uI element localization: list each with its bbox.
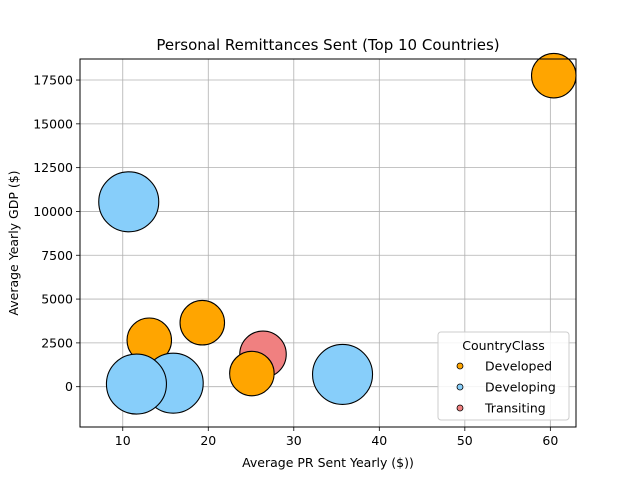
legend-title: CountryClass bbox=[462, 338, 545, 353]
legend-entry-label: Developing bbox=[485, 380, 556, 395]
axis-ticks: 10 20 30 40 50 60 0 2500 5000 7500 10000 12500 15000… bbox=[33, 73, 558, 448]
y-tick-label: 7500 bbox=[41, 248, 73, 263]
data-point bbox=[311, 343, 374, 405]
x-tick-label: 20 bbox=[200, 433, 216, 448]
data-points bbox=[98, 52, 577, 415]
legend-marker bbox=[456, 383, 464, 391]
x-tick-label: 40 bbox=[371, 433, 387, 448]
y-tick-label: 2500 bbox=[41, 335, 73, 350]
legend-entry-label: Developed bbox=[485, 359, 552, 374]
y-tick-label: 15000 bbox=[33, 116, 73, 131]
legend-marker bbox=[456, 362, 464, 370]
y-tick-label: 17500 bbox=[33, 73, 73, 88]
data-point bbox=[179, 299, 226, 346]
plot-frame bbox=[79, 58, 577, 428]
chart-title: Personal Remittances Sent (Top 10 Countr… bbox=[156, 36, 499, 54]
data-point bbox=[98, 171, 160, 233]
data-point bbox=[530, 52, 577, 99]
y-tick-label: 12500 bbox=[33, 160, 73, 175]
legend-marker bbox=[456, 404, 464, 412]
data-point bbox=[229, 350, 275, 397]
y-tick-label: 0 bbox=[65, 379, 73, 394]
x-tick-label: 30 bbox=[286, 433, 302, 448]
legend-entry-label: Transiting bbox=[484, 401, 546, 416]
x-tick-label: 60 bbox=[542, 433, 558, 448]
legend: CountryClass Developed Developing Transitin… bbox=[437, 331, 570, 421]
y-tick-label: 10000 bbox=[33, 204, 73, 219]
y-tick-label: 5000 bbox=[41, 292, 73, 307]
x-axis-label: Average PR Sent Yearly ($)) bbox=[242, 455, 414, 470]
data-point bbox=[105, 353, 167, 415]
y-axis-label: Average Yearly GDP ($) bbox=[6, 170, 21, 315]
legend-box bbox=[437, 331, 570, 421]
x-tick-label: 10 bbox=[115, 433, 131, 448]
x-tick-label: 50 bbox=[457, 433, 473, 448]
